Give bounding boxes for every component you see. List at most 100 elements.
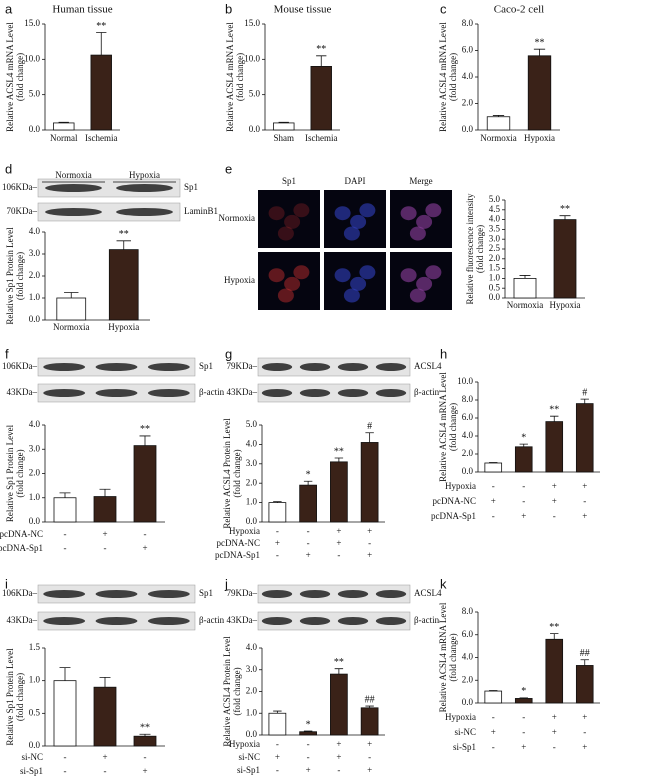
blot-band [261, 617, 293, 625]
error-bar [273, 501, 282, 503]
condition-sign: - [368, 538, 371, 548]
blot-band [95, 389, 138, 397]
significance: ** [334, 446, 344, 457]
blot-protein: β-actin [414, 615, 440, 625]
image-row-label: Hypoxia [224, 275, 255, 285]
blot-band [45, 184, 102, 192]
condition-sign: - [64, 752, 67, 762]
blot-band [116, 208, 173, 216]
condition-sign: - [522, 727, 525, 737]
y-axis-label: (fold change) [475, 225, 485, 273]
condition-sign: + [142, 766, 147, 776]
y-axis-label: (fold change) [15, 673, 25, 721]
bar [53, 122, 75, 131]
error-bar [580, 659, 589, 666]
panel-letter: c [440, 1, 447, 16]
y-tick-label: 3.0 [29, 248, 41, 258]
error-bar [139, 435, 151, 446]
condition-sign: - [337, 550, 340, 560]
blot-protein: ACSL4 [414, 361, 442, 371]
blot-size: 79KDa– [227, 588, 258, 598]
bar [575, 665, 594, 704]
y-tick-label: 10.0 [24, 53, 40, 63]
y-axis-label: Relative ACSL4 mRNA Level [438, 602, 448, 712]
y-tick-label: 0.0 [489, 292, 501, 302]
condition-sign: + [306, 550, 311, 560]
blot-strip [257, 357, 411, 377]
cell [284, 276, 301, 291]
bar [90, 54, 112, 131]
condition-sign: + [582, 481, 587, 491]
x-tick-label: Ischemia [85, 133, 117, 143]
condition-sign: - [522, 496, 525, 506]
condition-sign: + [552, 481, 557, 491]
blot-header: Normoxia [55, 170, 92, 180]
blot-size: 43KDa– [7, 615, 38, 625]
significance: * [521, 432, 526, 443]
cell [268, 206, 285, 221]
blot-strip [257, 383, 411, 403]
significance: # [582, 387, 587, 398]
y-axis-label: Relative ACSL4 mRNA Level [5, 22, 15, 132]
condition-sign: - [492, 481, 495, 491]
cell [268, 268, 285, 283]
blot-strip [257, 584, 411, 604]
blot-band [43, 389, 86, 397]
blot-protein: Sp1 [199, 361, 213, 371]
condition-sign: - [553, 511, 556, 521]
error-bar [116, 240, 131, 250]
y-tick-label: 1.0 [29, 675, 41, 685]
image-row-label: Normoxia [219, 213, 256, 223]
error-bar [519, 443, 528, 447]
bar [330, 673, 348, 736]
bar [273, 122, 295, 131]
blot-band [261, 389, 293, 397]
y-tick-label: 1.0 [246, 707, 258, 717]
condition-sign: + [582, 742, 587, 752]
y-axis-label: Relative fluorescence intensity [465, 193, 475, 304]
condition-sign: + [552, 727, 557, 737]
blot-band [337, 363, 369, 371]
bar [299, 731, 317, 736]
condition-name: si-Sp1 [237, 765, 260, 775]
y-tick-label: 5.0 [29, 89, 41, 99]
blot-protein: β-actin [199, 387, 225, 397]
y-tick-label: 5.0 [249, 89, 261, 99]
significance: ** [316, 44, 326, 55]
condition-sign: - [553, 742, 556, 752]
y-tick-label: 15.0 [244, 18, 260, 28]
blot-size: 43KDa– [227, 387, 258, 397]
y-tick-label: 10.0 [457, 376, 473, 386]
significance: ## [365, 694, 375, 705]
condition-sign: + [102, 529, 107, 539]
condition-sign: - [276, 550, 279, 560]
y-axis-label: Relative ACSL4 mRNA Level [438, 372, 448, 482]
error-bar [316, 55, 327, 67]
image-column-label: Sp1 [282, 176, 296, 186]
condition-sign: + [275, 538, 280, 548]
y-tick-label: 0.0 [462, 466, 474, 476]
panel-title: Human tissue [52, 4, 112, 16]
condition-sign: + [336, 538, 341, 548]
bar [514, 446, 533, 473]
y-tick-label: 10.0 [244, 53, 260, 63]
y-tick-label: 8.0 [462, 394, 474, 404]
panel-title: Mouse tissue [274, 4, 332, 16]
blot-band [95, 590, 138, 598]
bar [527, 55, 552, 131]
cell [334, 206, 351, 221]
y-tick-label: 0.5 [29, 707, 41, 717]
blot-band [45, 208, 102, 216]
bar [513, 277, 537, 299]
bar [93, 686, 117, 747]
error-bar [303, 480, 313, 486]
bar [53, 497, 77, 523]
blot-band [116, 184, 173, 192]
condition-name: si-NC [21, 752, 43, 762]
x-tick-label: Normoxia [507, 300, 544, 310]
y-tick-label: 3.0 [489, 233, 501, 243]
bar [310, 66, 332, 131]
blot-size: 70KDa– [7, 206, 38, 216]
x-tick-label: Normal [50, 133, 78, 143]
bar [330, 461, 348, 523]
